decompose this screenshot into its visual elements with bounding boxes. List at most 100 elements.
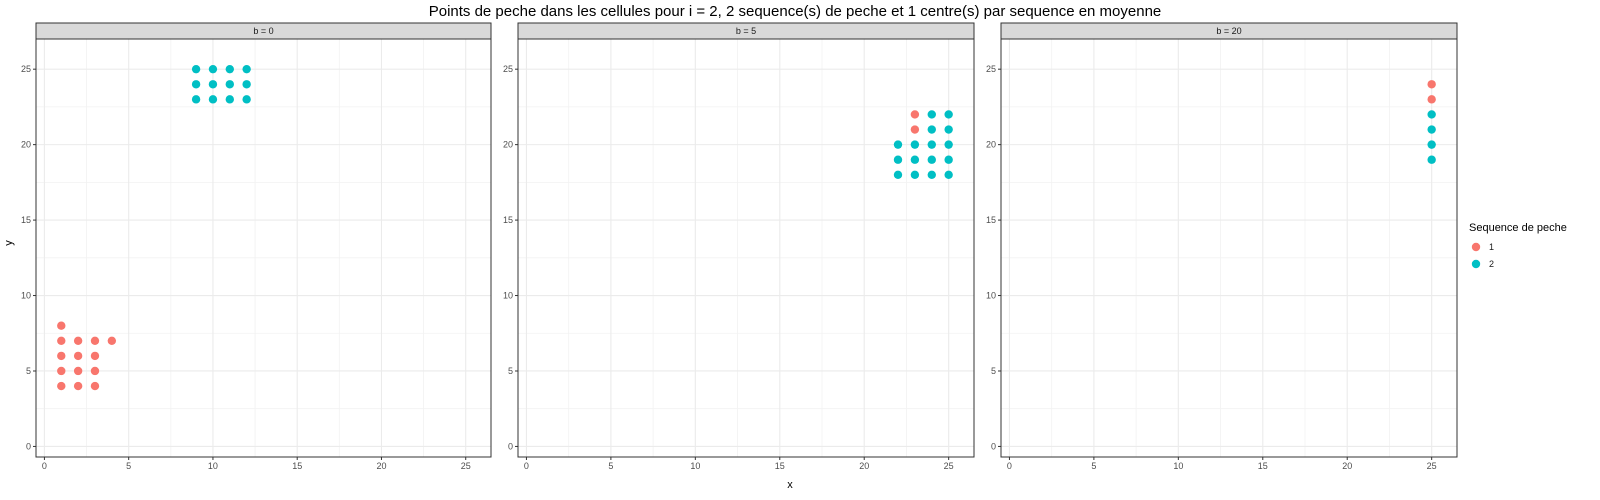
data-point xyxy=(242,95,251,104)
x-tick-label: 20 xyxy=(376,461,386,471)
data-point xyxy=(242,80,251,89)
data-point xyxy=(90,336,100,346)
data-point xyxy=(910,110,920,119)
y-tick-label: 15 xyxy=(986,215,996,225)
x-tick-label: 5 xyxy=(1091,461,1096,471)
data-point xyxy=(944,110,953,119)
data-point xyxy=(1427,140,1436,149)
data-point xyxy=(910,125,920,134)
y-axis-title: y xyxy=(3,240,15,246)
series-1 xyxy=(910,110,920,134)
chart-title: Points de peche dans les cellules pour i… xyxy=(429,3,1162,20)
x-tick-label: 15 xyxy=(292,461,302,471)
x-tick-label: 20 xyxy=(859,461,869,471)
grid xyxy=(36,39,491,457)
data-point xyxy=(944,125,953,134)
data-point xyxy=(1427,155,1436,164)
data-point xyxy=(57,321,66,330)
data-point xyxy=(191,64,201,74)
y-tick-label: 5 xyxy=(508,366,513,376)
data-point xyxy=(57,381,66,391)
y-tick-label: 20 xyxy=(986,140,996,150)
data-point xyxy=(893,170,903,180)
x-tick-label: 0 xyxy=(1007,461,1012,471)
series-2 xyxy=(893,110,953,180)
panel-border xyxy=(517,38,975,458)
data-point xyxy=(910,155,920,164)
x-tick-label: 15 xyxy=(775,461,785,471)
y-tick-label: 20 xyxy=(21,140,31,150)
data-point xyxy=(90,351,100,361)
y-tick-label: 15 xyxy=(21,215,31,225)
x-tick-label: 5 xyxy=(126,461,131,471)
x-tick-label: 10 xyxy=(690,461,700,471)
facet-panel: b = 5 0 5 10 15 20 25 0 5 10 15 20 25 xyxy=(503,22,975,471)
data-point xyxy=(191,95,201,104)
y-tick-label: 25 xyxy=(21,64,31,74)
data-point xyxy=(1427,80,1436,89)
legend-label: 2 xyxy=(1489,259,1494,269)
data-point xyxy=(107,336,117,346)
data-point xyxy=(73,336,83,346)
data-point xyxy=(225,64,234,74)
panel-background xyxy=(36,39,491,457)
data-point xyxy=(944,140,953,149)
data-point xyxy=(927,140,936,149)
y-tick-label: 15 xyxy=(503,215,513,225)
facet-strip-label: b = 20 xyxy=(1216,26,1241,36)
data-point xyxy=(910,170,920,180)
facet-panel: b = 20 0 5 10 15 20 25 0 5 10 15 20 25 xyxy=(986,22,1458,471)
grid xyxy=(1001,39,1457,457)
y-tick-label: 5 xyxy=(26,366,31,376)
x-tick-label: 10 xyxy=(1173,461,1183,471)
data-point xyxy=(1427,125,1436,134)
facet-panels: b = 0 0 5 10 15 20 25 0 5 10 15 20 25 b = 5 0 5 10 15 20 25… xyxy=(21,22,1458,471)
x-tick-label: 5 xyxy=(608,461,613,471)
data-point xyxy=(225,80,234,89)
series-2 xyxy=(1427,110,1436,164)
data-point xyxy=(927,170,936,180)
x-tick-label: 0 xyxy=(42,461,47,471)
x-tick-label: 0 xyxy=(524,461,529,471)
legend-title: Sequence de peche xyxy=(1469,222,1567,234)
x-tick-label: 20 xyxy=(1342,461,1352,471)
panel-border xyxy=(1000,38,1458,458)
x-tick-label: 15 xyxy=(1258,461,1268,471)
legend: Sequence de peche 1 2 xyxy=(1469,222,1567,269)
data-point xyxy=(225,95,234,104)
y-tick-label: 0 xyxy=(26,441,31,451)
x-tick-label: 10 xyxy=(208,461,218,471)
data-point xyxy=(90,366,100,376)
panel-background xyxy=(1001,39,1457,457)
data-point xyxy=(73,381,83,391)
data-point xyxy=(73,366,83,376)
data-point xyxy=(208,64,218,74)
legend-label: 1 xyxy=(1489,242,1494,252)
series-1 xyxy=(57,321,117,391)
data-point xyxy=(208,80,218,89)
y-tick-label: 10 xyxy=(21,291,31,301)
data-point xyxy=(927,110,936,119)
x-tick-label: 25 xyxy=(1427,461,1437,471)
data-point xyxy=(73,351,83,361)
data-point xyxy=(893,140,903,149)
data-point xyxy=(927,125,936,134)
y-tick-label: 10 xyxy=(986,291,996,301)
data-point xyxy=(910,140,920,149)
data-point xyxy=(90,381,100,391)
legend-key xyxy=(1471,242,1481,252)
y-tick-label: 25 xyxy=(986,64,996,74)
legend-key xyxy=(1471,259,1481,269)
y-tick-label: 5 xyxy=(991,366,996,376)
data-point xyxy=(944,155,953,164)
series-1 xyxy=(1427,80,1436,104)
grid xyxy=(518,39,974,457)
data-point xyxy=(1427,95,1436,104)
data-point xyxy=(191,80,201,89)
data-point xyxy=(1427,110,1436,119)
y-tick-label: 0 xyxy=(991,441,996,451)
data-point xyxy=(57,351,66,361)
data-point xyxy=(944,170,953,180)
data-point xyxy=(242,64,251,74)
